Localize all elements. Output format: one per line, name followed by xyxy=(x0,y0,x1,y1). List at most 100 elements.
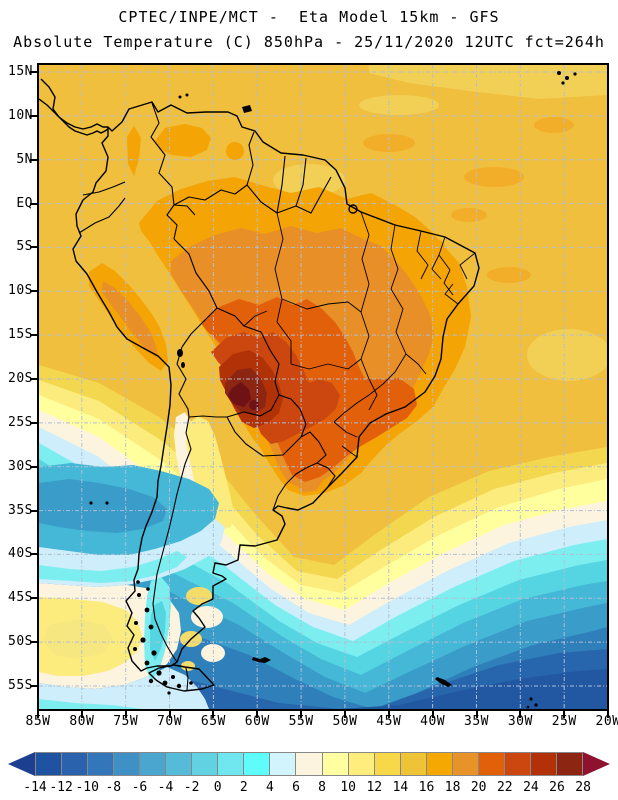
field-light-gold-patches xyxy=(273,65,607,381)
coastline xyxy=(39,78,480,692)
lat-tick xyxy=(30,641,37,644)
lon-tick xyxy=(431,711,434,718)
chart-subtitle: Absolute Temperature (C) 850hPa - 25/11/… xyxy=(13,33,605,51)
lat-tick xyxy=(30,421,37,424)
colorbar-cell-7 xyxy=(218,753,245,775)
chart-title: CPTEC/INPE/MCT - Eta Model 15km - GFS xyxy=(118,8,500,26)
colorbar-cell-0 xyxy=(36,753,63,775)
colorbar-cell-19 xyxy=(530,753,557,775)
lat-tick xyxy=(30,553,37,556)
islands-and-lakes xyxy=(89,71,577,709)
lon-tick xyxy=(475,711,478,718)
lat-tick xyxy=(30,597,37,600)
lat-label-55s: 55S xyxy=(8,677,33,693)
lat-tick xyxy=(30,290,37,293)
lat-label-5s: 5S xyxy=(16,239,33,255)
lat-label-30s: 30S xyxy=(8,458,33,474)
colorbar-tick-8: 8 xyxy=(318,780,326,795)
lon-label-85w: 85W xyxy=(25,714,51,729)
map-plot-area xyxy=(37,63,609,711)
lon-label-35w: 35W xyxy=(464,714,489,729)
lat-label-45s: 45S xyxy=(8,590,33,606)
colorbar-cell-4 xyxy=(140,753,167,775)
lat-label-40s: 40S xyxy=(8,546,33,562)
lat-tick xyxy=(30,71,37,73)
lon-tick xyxy=(519,711,522,718)
colorbar-cell-9 xyxy=(270,753,297,775)
lat-tick xyxy=(30,202,37,205)
lon-tick xyxy=(256,711,259,718)
lat-tick xyxy=(30,684,37,687)
lon-label-70w: 70W xyxy=(157,714,183,729)
colorbar-tick--12: -12 xyxy=(49,780,73,795)
lon-tick xyxy=(387,711,390,718)
colorbar-cell-18 xyxy=(504,753,531,775)
colorbar-cell-6 xyxy=(192,753,219,775)
colorbar-tick-0: 0 xyxy=(213,780,222,795)
lon-label-30w: 30W xyxy=(507,714,533,729)
lon-label-55w: 55W xyxy=(288,714,314,729)
lon-label-25w: 25W xyxy=(551,714,577,729)
colorbar-tick-26: 26 xyxy=(549,780,565,795)
colorbar-tick--6: -6 xyxy=(131,780,148,795)
colorbar-tick-10: 10 xyxy=(340,780,357,795)
lon-tick xyxy=(300,711,303,718)
colorbar-cell-2 xyxy=(88,753,115,775)
colorbar-cell-13 xyxy=(374,753,401,775)
colorbar-cell-12 xyxy=(348,753,375,775)
grid-lines xyxy=(39,65,607,709)
colorbar-cell-16 xyxy=(452,753,479,775)
colorbar-cell-10 xyxy=(296,753,323,775)
colorbar-cell-17 xyxy=(478,753,505,775)
lat-label-15s: 15S xyxy=(8,327,33,343)
state-borders xyxy=(243,211,476,458)
lon-label-80w: 80W xyxy=(69,714,95,729)
colorbar-tick-22: 22 xyxy=(496,780,513,795)
lat-tick xyxy=(30,246,37,249)
lon-tick xyxy=(168,711,171,718)
lon-tick xyxy=(343,711,346,718)
lon-label-60w: 60W xyxy=(244,714,270,729)
lat-label-50s: 50S xyxy=(8,634,33,650)
lat-label-10s: 10S xyxy=(8,283,33,299)
lat-label-25s: 25S xyxy=(8,414,33,430)
field-warm-blobs xyxy=(89,124,471,496)
lon-tick xyxy=(37,711,39,718)
lon-tick xyxy=(212,711,215,718)
colorbar-cell-20 xyxy=(556,753,582,775)
colorbar-cell-11 xyxy=(322,753,349,775)
colorbar-tick--10: -10 xyxy=(75,780,99,795)
colorbar-below-arrow xyxy=(8,752,35,776)
colorbar-tick-4: 4 xyxy=(265,780,274,795)
lat-label-5n: 5N xyxy=(16,151,33,167)
colorbar-tick-14: 14 xyxy=(392,780,409,795)
colorbar-tick-24: 24 xyxy=(523,780,539,795)
lat-tick xyxy=(30,465,37,468)
lon-tick xyxy=(607,711,610,718)
lon-label-50w: 50W xyxy=(332,714,358,729)
colorbar-cell-15 xyxy=(426,753,453,775)
lat-tick xyxy=(30,377,37,380)
colorbar-cell-14 xyxy=(400,753,427,775)
lon-label-45w: 45W xyxy=(376,714,402,729)
colorbar-tick-2: 2 xyxy=(239,780,248,795)
lat-tick xyxy=(30,509,37,512)
colorbar-tick-16: 16 xyxy=(418,780,435,795)
colorbar-tick-18: 18 xyxy=(444,780,461,795)
colorbar-above-arrow xyxy=(583,752,610,776)
colorbar-tick--14: -14 xyxy=(23,780,47,795)
lon-label-20w: 20W xyxy=(595,714,618,729)
colorbar-tick-6: 6 xyxy=(292,780,300,795)
colorbar-tick-12: 12 xyxy=(366,780,383,795)
lat-label-35s: 35S xyxy=(8,502,33,518)
lon-tick xyxy=(124,711,127,718)
colorbar-cell-1 xyxy=(62,753,89,775)
temperature-map-svg xyxy=(39,65,607,709)
lat-label-20s: 20S xyxy=(8,370,33,386)
colorbar-tick--2: -2 xyxy=(183,780,200,795)
lon-label-75w: 75W xyxy=(113,714,139,729)
colorbar-cell-8 xyxy=(244,753,271,775)
lat-tick xyxy=(30,334,37,337)
country-borders xyxy=(78,102,336,691)
